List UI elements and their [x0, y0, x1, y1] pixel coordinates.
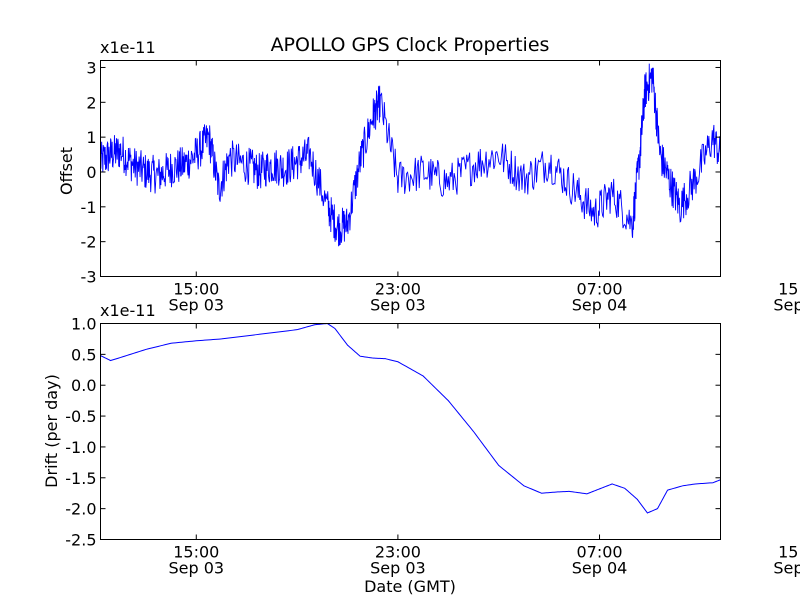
offset-y-tick-label: -2 [81, 233, 97, 252]
chart-title: APOLLO GPS Clock Properties [271, 34, 550, 56]
drift-y-tick-label: -1.0 [65, 438, 96, 457]
drift-x-tick-date: Sep 03 [370, 559, 426, 578]
offset-plot-frame [100, 60, 721, 277]
offset-x-tick-time: 15:00 [173, 280, 219, 299]
offset-y-tick-label: 1 [86, 128, 96, 147]
drift-panel: x1e-11 Drift (per day) Date (GMT) -2.5 -2… [42, 301, 800, 596]
drift-x-tick-date: Sep 04 [572, 559, 628, 578]
drift-plot-frame [100, 323, 721, 540]
drift-y-tick-label: -2.0 [65, 500, 96, 519]
drift-y-tick-label: 1.0 [71, 315, 96, 334]
drift-y-tick-label: -1.5 [65, 469, 96, 488]
drift-x-tick-date: Sep 04 [773, 559, 800, 578]
offset-y-tick-label: 3 [86, 58, 96, 77]
offset-y-axis-label: Offset [57, 147, 76, 195]
drift-y-tick-label: 0.0 [71, 376, 96, 395]
drift-y-tick-label: -2.5 [65, 531, 96, 550]
offset-scale-label: x1e-11 [100, 38, 156, 57]
offset-x-tick-date: Sep 04 [773, 296, 800, 315]
drift-x-tick-time: 23:00 [375, 543, 421, 562]
drift-scale-label: x1e-11 [100, 301, 156, 320]
drift-y-tick-label: 0.5 [71, 345, 96, 364]
drift-x-tick-time: 07:00 [576, 543, 622, 562]
drift-x-tick-time: 15:00 [778, 543, 800, 562]
drift-x-tick-date: Sep 03 [168, 559, 224, 578]
offset-y-tick-label: 0 [86, 163, 96, 182]
offset-x-tick-date: Sep 03 [370, 296, 426, 315]
offset-x-tick-time: 23:00 [375, 280, 421, 299]
offset-series-line [100, 63, 721, 247]
offset-x-tick-time: 07:00 [576, 280, 622, 299]
offset-x-tick-date: Sep 03 [168, 296, 224, 315]
drift-y-tick-label: -0.5 [65, 407, 96, 426]
drift-y-axis-label: Drift (per day) [42, 374, 61, 488]
drift-x-axis-label: Date (GMT) [364, 577, 456, 596]
offset-y-tick-label: -1 [81, 198, 97, 217]
offset-y-tick-label: -3 [81, 268, 97, 287]
offset-y-tick-label: 2 [86, 93, 96, 112]
offset-x-tick-time: 15:00 [778, 280, 800, 299]
offset-x-tick-date: Sep 04 [572, 296, 628, 315]
drift-series-line [100, 322, 721, 514]
drift-x-tick-time: 15:00 [173, 543, 219, 562]
